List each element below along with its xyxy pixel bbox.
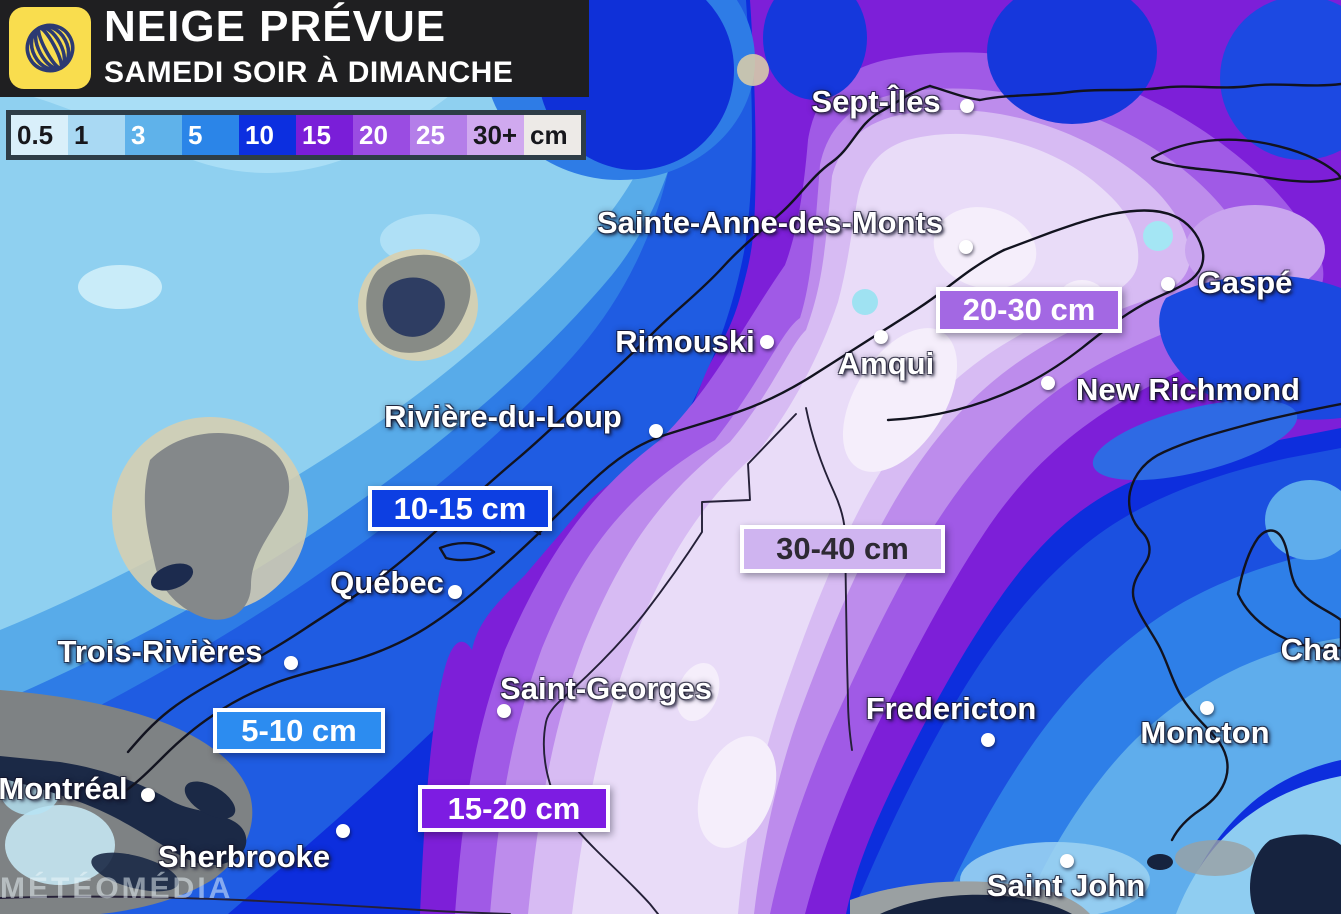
city-dot-amqui xyxy=(874,330,888,344)
legend-item: 5 xyxy=(182,115,239,155)
city-dot-fredericton xyxy=(981,733,995,747)
city-dot-riviere-du-loup xyxy=(649,424,663,438)
meteomedia-logo xyxy=(9,7,91,89)
legend-item: 15 xyxy=(296,115,353,155)
city-dot-saint-georges xyxy=(497,704,511,718)
city-label-fredericton: Fredericton xyxy=(865,691,1037,726)
city-label-new-richmond: New Richmond xyxy=(1076,372,1300,407)
city-dot-saint-john xyxy=(1060,854,1074,868)
city-label-amqui: Amqui xyxy=(837,346,935,381)
north-shore-coastline xyxy=(126,84,932,754)
water-bodies xyxy=(0,756,1341,914)
city-dot-sept-iles xyxy=(960,99,974,113)
city-label-charlottetown-truncated: Char xyxy=(1280,632,1341,667)
title-banner: NEIGE PRÉVUE SAMEDI SOIR À DIMANCHE xyxy=(0,0,589,97)
city-label-saint-john: Saint John xyxy=(986,868,1146,903)
page-title: NEIGE PRÉVUE xyxy=(104,2,447,51)
legend-item: 10 xyxy=(239,115,296,155)
city-label-saint-georges: Saint-Georges xyxy=(500,671,712,706)
city-label-gaspe: Gaspé xyxy=(1197,265,1293,300)
meteomedia-globe-icon xyxy=(25,23,75,73)
cote-nord-coastline xyxy=(928,82,1341,102)
borders xyxy=(0,407,853,914)
legend-item: 3 xyxy=(125,115,182,155)
city-dot-montreal xyxy=(141,788,155,802)
canada-us-border xyxy=(0,895,511,914)
legend-item: 20 xyxy=(353,115,410,155)
amount-badge-30-40: 30-40 cm xyxy=(740,525,945,573)
city-dot-moncton xyxy=(1200,701,1214,715)
city-dot-new-richmond xyxy=(1041,376,1055,390)
city-label-moncton: Moncton xyxy=(1140,715,1270,750)
anticosti-island-outline xyxy=(1150,138,1341,183)
city-label-sherbrooke: Sherbrooke xyxy=(157,839,331,874)
city-dot-trois-rivieres xyxy=(284,656,298,670)
city-dot-sainte-anne-des-monts xyxy=(959,240,973,254)
city-label-rimouski: Rimouski xyxy=(615,324,755,359)
snow-amount-legend: 0.5 1 3 5 10 15 20 25 30+ cm xyxy=(6,110,586,160)
page-subtitle: SAMEDI SOIR À DIMANCHE xyxy=(104,56,514,89)
city-label-sept-iles: Sept-Îles xyxy=(811,84,941,119)
city-dot-quebec xyxy=(448,585,462,599)
city-label-riviere-du-loup: Rivière-du-Loup xyxy=(384,399,622,434)
legend-item: 1 xyxy=(68,115,125,155)
city-dot-gaspe xyxy=(1161,277,1175,291)
new-brunswick-coastline xyxy=(1128,402,1341,842)
pei-outline xyxy=(1236,529,1341,650)
city-label-sainte-anne-des-monts: Sainte-Anne-des-Monts xyxy=(596,205,944,240)
city-dot-rimouski xyxy=(760,335,774,349)
city-label-montreal: Montréal xyxy=(0,771,128,806)
amount-badge-15-20: 15-20 cm xyxy=(418,785,610,832)
gaspe-peninsula-coastline xyxy=(886,209,1205,422)
legend-item: 25 xyxy=(410,115,467,155)
legend-item: 0.5 xyxy=(11,115,68,155)
amount-badge-5-10: 5-10 cm xyxy=(213,708,385,753)
quebec-nb-border xyxy=(805,407,853,751)
amount-badge-20-30: 20-30 cm xyxy=(936,287,1122,333)
quebec-maine-border xyxy=(542,413,797,914)
coastlines xyxy=(122,82,1341,842)
amount-badge-10-15: 10-15 cm xyxy=(368,486,552,531)
city-label-quebec: Québec xyxy=(330,565,444,600)
city-dot-sherbrooke xyxy=(336,824,350,838)
legend-unit: cm xyxy=(524,115,581,155)
legend-item: 30+ xyxy=(467,115,524,155)
city-label-trois-rivieres: Trois-Rivières xyxy=(57,634,263,669)
meteomedia-watermark: MÉTÉOMÉDIA xyxy=(0,872,234,905)
